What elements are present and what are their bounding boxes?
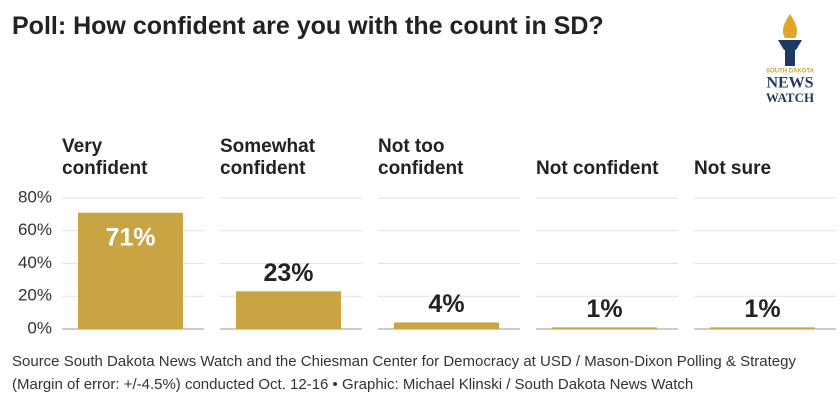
logo: SOUTH DAKOTA NEWS WATCH: [766, 14, 815, 105]
torch-flame: [782, 14, 798, 38]
category-label: Not confident: [536, 158, 659, 179]
logo-text: WATCH: [766, 90, 814, 105]
category-label: Somewhat confident: [220, 136, 316, 179]
bar: [552, 327, 657, 329]
torch-cup: [778, 40, 802, 50]
value-label: 23%: [263, 259, 313, 287]
category-label: Very confident: [62, 136, 148, 179]
value-label: 1%: [744, 295, 780, 323]
bar: [236, 291, 341, 329]
y-tick-label: 0%: [27, 318, 52, 337]
bar: [78, 212, 183, 329]
y-tick-label: 80%: [18, 187, 52, 206]
torch-handle: [785, 50, 795, 66]
logo-text: NEWS: [766, 75, 813, 92]
y-tick-label: 60%: [18, 220, 52, 239]
y-tick-label: 40%: [18, 253, 52, 272]
category-label: Not too confident: [378, 136, 464, 179]
value-label: 71%: [105, 223, 155, 251]
logo-text: SOUTH DAKOTA: [766, 69, 815, 75]
chart-title: Poll: How confident are you with the cou…: [12, 12, 604, 40]
value-label: 1%: [586, 295, 622, 323]
bar: [394, 322, 499, 329]
source-note: Source South Dakota News Watch and the C…: [12, 353, 796, 393]
value-label: 4%: [428, 290, 464, 318]
bar: [710, 327, 815, 329]
category-label: Not sure: [694, 158, 772, 179]
y-tick-label: 20%: [18, 286, 52, 305]
